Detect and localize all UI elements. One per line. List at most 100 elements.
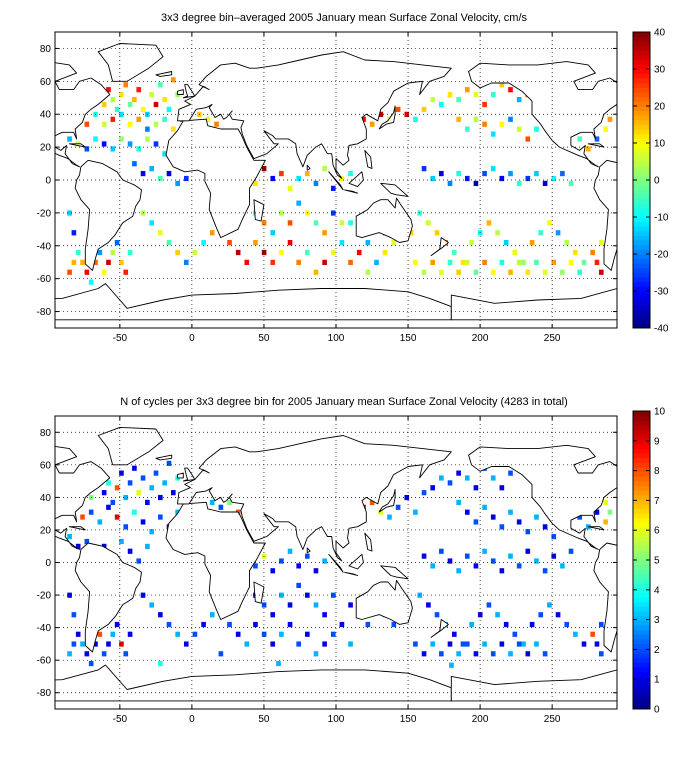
bin-cell	[71, 259, 77, 265]
bin-cell	[253, 621, 258, 628]
x-tick-label: 250	[544, 714, 561, 725]
bin-cell	[456, 170, 461, 177]
y-tick-label: 40	[40, 110, 52, 121]
bin-cell	[439, 651, 444, 657]
colorbar-segment	[633, 657, 650, 663]
bin-cell	[153, 470, 159, 476]
bin-cell	[209, 230, 215, 236]
colorbar-segment	[633, 240, 650, 246]
bin-cell	[499, 524, 505, 530]
bin-cell	[305, 631, 310, 637]
bin-cell	[477, 612, 483, 618]
bin-cell	[84, 146, 90, 152]
bin-cell	[322, 612, 327, 618]
bin-cell	[279, 210, 284, 216]
bin-cell	[534, 126, 539, 132]
bin-cell	[503, 621, 509, 628]
bin-cell	[512, 249, 518, 256]
colorbar-tick-label: 0	[654, 705, 660, 716]
bin-cell	[313, 602, 319, 608]
bin-cell	[296, 641, 301, 647]
bin-cell	[534, 170, 539, 177]
bin-cell	[365, 269, 371, 275]
bin-cell	[136, 558, 142, 564]
colorbar-segment	[633, 101, 650, 107]
land-outline	[348, 553, 364, 570]
bin-cell	[123, 524, 129, 530]
bin-cell	[101, 651, 107, 657]
land-outline	[74, 542, 142, 653]
bin-cell	[183, 641, 189, 647]
bin-cell	[413, 116, 418, 122]
bin-cell	[106, 259, 111, 265]
bin-cell	[374, 259, 379, 265]
colorbar-segment	[633, 429, 650, 435]
land-outline	[155, 454, 173, 461]
bin-cell	[75, 249, 81, 256]
bin-cell	[508, 651, 513, 657]
bin-cell	[538, 230, 544, 236]
bin-cell	[132, 465, 137, 471]
bin-cell	[114, 485, 120, 491]
bin-cell	[447, 92, 453, 98]
bin-cell	[473, 116, 479, 122]
bin-cell	[106, 480, 111, 486]
bin-cell	[218, 504, 224, 510]
bin-cell	[192, 631, 198, 637]
bin-cell	[110, 249, 116, 256]
bin-cell	[508, 87, 513, 93]
bin-cell	[305, 249, 310, 256]
colorbar-segment	[633, 249, 650, 255]
bin-cell	[209, 612, 215, 618]
x-axis: -50 0 50 100 150 200 250	[113, 32, 561, 344]
colorbar-segment	[633, 138, 650, 144]
bin-cell	[447, 259, 453, 265]
bin-cell	[149, 529, 155, 535]
bin-cell	[67, 269, 72, 275]
y-tick-label: -80	[37, 307, 52, 318]
colorbar-segment	[633, 578, 650, 584]
bin-cell	[348, 259, 353, 265]
colorbar-tick-label: 0	[654, 176, 660, 187]
bin-cell	[404, 494, 410, 501]
bin-cell	[313, 269, 319, 275]
bin-cell	[339, 220, 345, 226]
land-outline	[165, 118, 266, 239]
bin-cell	[227, 240, 232, 246]
colorbar-segment	[633, 434, 650, 440]
bin-cell	[534, 558, 539, 564]
colorbar-segment	[633, 411, 650, 417]
bin-cell	[430, 175, 436, 182]
land-outline	[177, 89, 184, 95]
bin-cell	[348, 641, 353, 647]
land-outline	[344, 189, 359, 194]
bin-cell	[305, 170, 310, 177]
bin-cell	[127, 121, 133, 127]
bin-cell	[261, 220, 267, 226]
bin-cell	[322, 230, 327, 236]
bin-cell	[473, 180, 479, 187]
bin-cell	[136, 146, 142, 152]
bin-cell	[413, 259, 418, 265]
land-outline	[344, 571, 359, 576]
bin-cell	[123, 494, 129, 501]
bin-cell	[330, 185, 336, 191]
bin-cell	[175, 509, 180, 515]
bin-cell	[598, 240, 604, 246]
bin-cell	[490, 651, 496, 657]
colorbar-segment	[633, 50, 650, 56]
land-outline	[450, 287, 617, 321]
colorbar-tick-label: 10	[654, 407, 666, 418]
colorbar-segment	[633, 667, 650, 673]
bin-cell	[577, 514, 582, 520]
bin-cell	[542, 269, 548, 275]
bin-cell	[162, 151, 167, 157]
bin-cell	[153, 121, 159, 127]
bin-cell	[607, 116, 613, 122]
bin-cell	[279, 249, 284, 256]
bin-cell	[88, 660, 94, 667]
bin-cell	[123, 651, 129, 657]
colorbar-segment	[633, 267, 650, 273]
bin-cell	[114, 106, 120, 113]
colorbar-segment	[633, 462, 650, 468]
